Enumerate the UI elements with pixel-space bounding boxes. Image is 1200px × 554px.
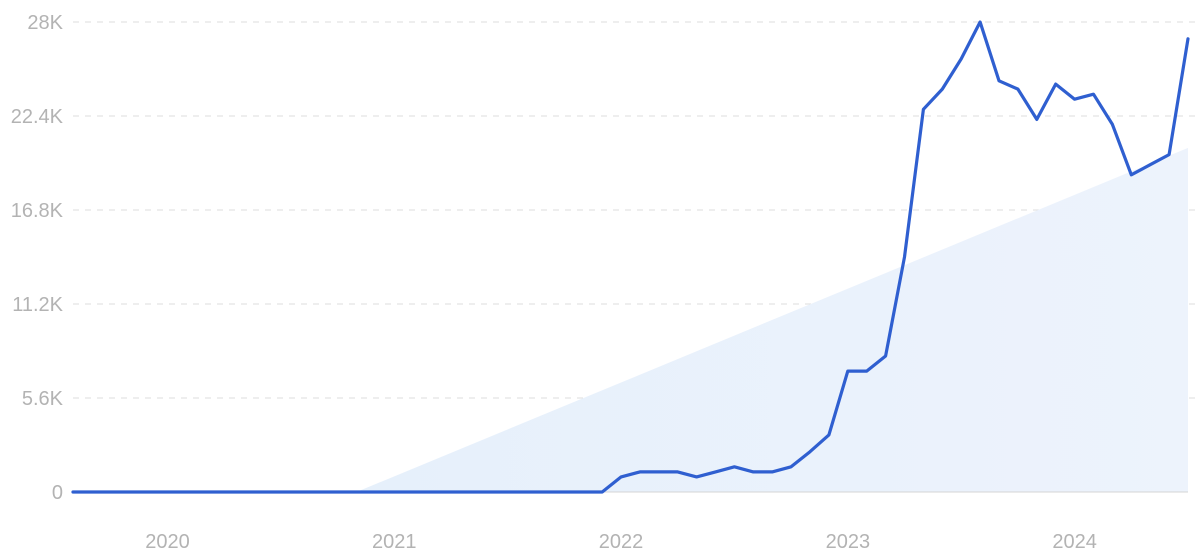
y-tick-label: 5.6K bbox=[22, 388, 64, 410]
trend-area-layer bbox=[356, 147, 1188, 492]
x-tick-label: 2024 bbox=[1052, 531, 1097, 553]
x-tick-label: 2023 bbox=[826, 531, 871, 553]
x-tick-label: 2022 bbox=[599, 531, 644, 553]
y-tick-label: 0 bbox=[52, 482, 63, 504]
y-axis-tick-labels: 0 5.6K 11.2K 16.8K 22.4K 28K bbox=[11, 12, 64, 504]
x-tick-label: 2020 bbox=[145, 531, 190, 553]
y-tick-label: 16.8K bbox=[11, 200, 64, 222]
y-tick-label: 11.2K bbox=[12, 294, 63, 316]
x-tick-label: 2021 bbox=[372, 531, 417, 553]
y-tick-label: 28K bbox=[27, 12, 63, 34]
series-line bbox=[71, 20, 1190, 494]
series-layer bbox=[71, 20, 1190, 494]
x-axis-tick-labels: 2020 2021 2022 2023 2024 bbox=[145, 531, 1097, 553]
y-tick-label: 22.4K bbox=[11, 106, 64, 128]
trend-area bbox=[356, 147, 1188, 492]
